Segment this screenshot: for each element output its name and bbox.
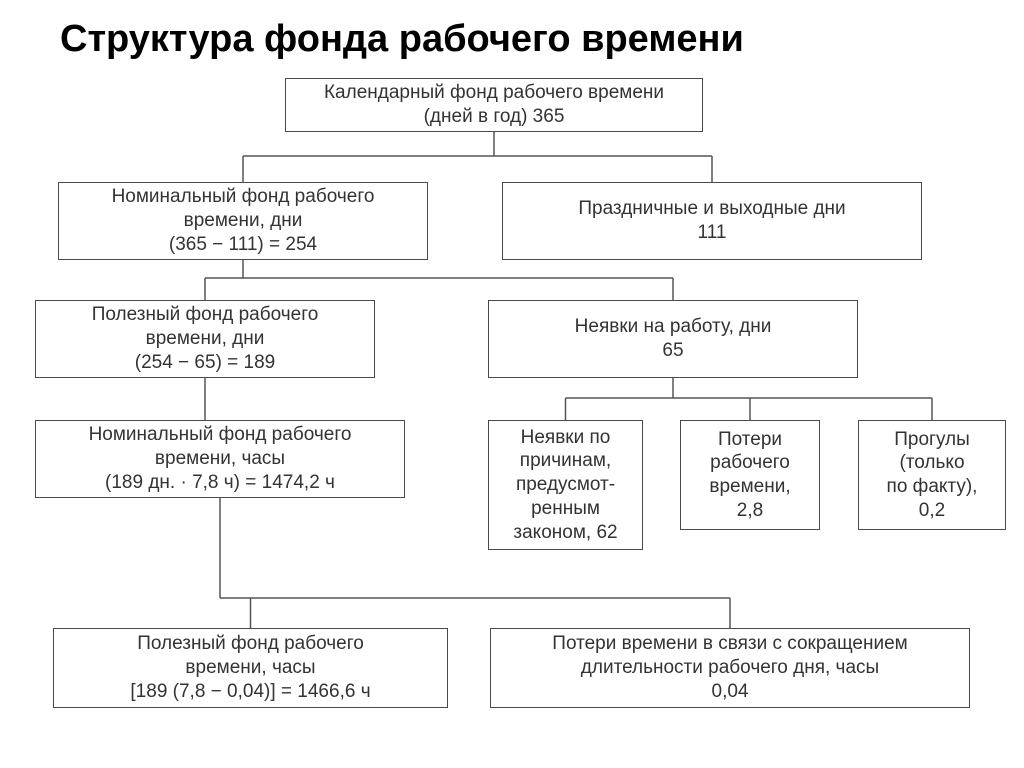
- node-ab_legal: Неявки попричинам,предусмот-реннымзаконо…: [488, 420, 643, 550]
- node-text: (189 дн. · 7,8 ч) = 1474,2 ч: [105, 471, 335, 495]
- node-text: времени, дни: [184, 209, 303, 233]
- node-nom_days: Номинальный фонд рабочеговремени, дни(36…: [58, 182, 428, 260]
- node-text: [189 (7,8 − 0,04)] = 1466,6 ч: [130, 680, 370, 704]
- node-text: Номинальный фонд рабочего: [112, 185, 375, 209]
- node-text: законом, 62: [513, 521, 617, 545]
- node-useful_d: Полезный фонд рабочеговремени, дни(254 −…: [35, 300, 375, 378]
- node-text: причинам,: [520, 449, 611, 473]
- node-useful_h: Полезный фонд рабочеговремени, часы[189 …: [53, 628, 448, 708]
- node-text: 2,8: [737, 499, 763, 523]
- node-text: Потери: [718, 428, 782, 452]
- page-title: Структура фонда рабочего времени: [60, 18, 744, 61]
- node-text: времени, дни: [146, 327, 265, 351]
- node-text: (365 − 111) = 254: [169, 233, 317, 257]
- node-text: Номинальный фонд рабочего: [89, 423, 352, 447]
- node-ab_truant: Прогулы(толькопо факту),0,2: [858, 420, 1006, 530]
- node-text: 65: [662, 339, 683, 363]
- node-text: (254 − 65) = 189: [135, 351, 276, 375]
- node-text: рабочего: [710, 451, 790, 475]
- node-text: времени, часы: [155, 447, 285, 471]
- node-text: по факту),: [887, 475, 978, 499]
- node-text: Праздничные и выходные дни: [578, 197, 845, 221]
- node-text: времени,: [709, 475, 790, 499]
- node-text: Полезный фонд рабочего: [137, 632, 364, 656]
- node-text: Потери времени в связи с сокращением: [552, 632, 907, 656]
- node-text: Календарный фонд рабочего времени: [324, 81, 664, 105]
- node-text: Неявки на работу, дни: [575, 315, 772, 339]
- node-ab_loss: Потерирабочеговремени,2,8: [680, 420, 820, 530]
- node-text: 0,2: [919, 499, 945, 523]
- node-text: Неявки по: [521, 426, 611, 450]
- node-text: длительности рабочего дня, часы: [581, 656, 879, 680]
- node-text: предусмот-: [516, 473, 615, 497]
- node-root: Календарный фонд рабочего времени(дней в…: [285, 78, 703, 132]
- node-text: 111: [698, 221, 727, 245]
- node-holidays: Праздничные и выходные дни111: [502, 182, 922, 260]
- node-absent: Неявки на работу, дни65: [488, 300, 858, 378]
- node-text: 0,04: [712, 680, 749, 704]
- node-text: (дней в год) 365: [424, 105, 565, 129]
- node-text: ренным: [531, 497, 600, 521]
- node-text: Полезный фонд рабочего: [92, 303, 319, 327]
- flowchart-canvas: Календарный фонд рабочего времени(дней в…: [0, 78, 1024, 768]
- node-text: Прогулы: [894, 428, 970, 452]
- node-day_loss: Потери времени в связи с сокращениемдлит…: [490, 628, 970, 708]
- node-text: (только: [899, 451, 964, 475]
- node-nom_hours: Номинальный фонд рабочеговремени, часы(1…: [35, 420, 405, 498]
- node-text: времени, часы: [185, 656, 315, 680]
